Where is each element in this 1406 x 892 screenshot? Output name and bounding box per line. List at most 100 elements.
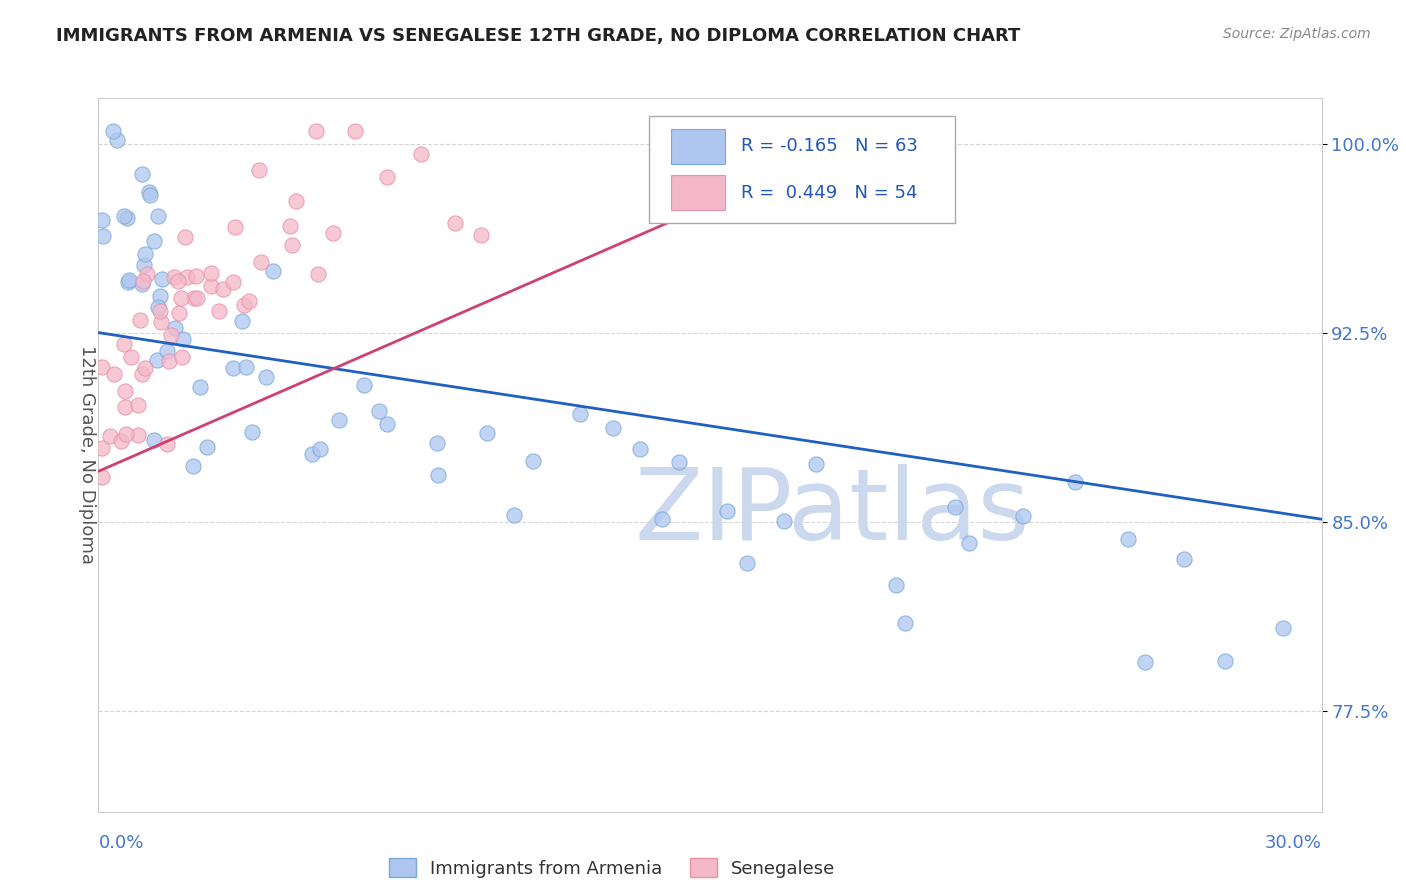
Point xyxy=(91,442,114,456)
Point xyxy=(91,360,114,375)
Point xyxy=(91,229,114,244)
Point xyxy=(157,354,180,368)
Point xyxy=(247,162,270,177)
Point xyxy=(120,351,142,365)
Point xyxy=(222,276,245,290)
Point xyxy=(115,211,138,225)
Point xyxy=(112,209,135,223)
Point xyxy=(375,169,398,184)
Point xyxy=(135,267,157,281)
Point xyxy=(131,367,153,381)
Point xyxy=(150,271,173,285)
Point xyxy=(235,359,257,374)
Point xyxy=(163,270,186,285)
Point xyxy=(427,468,450,483)
Text: R = -0.165   N = 63: R = -0.165 N = 63 xyxy=(741,137,918,155)
Point xyxy=(149,304,172,318)
Point xyxy=(200,279,222,293)
Point xyxy=(143,234,166,248)
Point xyxy=(186,269,208,284)
Point xyxy=(309,442,332,456)
Point xyxy=(132,274,155,288)
Point xyxy=(91,213,114,227)
Point xyxy=(131,167,153,181)
Point xyxy=(1063,475,1085,489)
Point xyxy=(278,219,301,234)
Point xyxy=(146,300,169,314)
Text: Source: ZipAtlas.com: Source: ZipAtlas.com xyxy=(1223,27,1371,41)
Point xyxy=(1012,509,1035,524)
Point xyxy=(804,457,827,471)
Point xyxy=(238,293,260,308)
Point xyxy=(1173,551,1195,566)
Point xyxy=(186,291,208,305)
Point xyxy=(1215,654,1237,668)
Point xyxy=(328,413,350,427)
Point xyxy=(163,321,186,335)
Point xyxy=(170,292,193,306)
Point xyxy=(167,274,190,288)
Point xyxy=(773,514,796,528)
Legend: Immigrants from Armenia, Senegalese: Immigrants from Armenia, Senegalese xyxy=(381,850,842,885)
Point xyxy=(250,254,273,268)
Point xyxy=(200,266,222,280)
Point xyxy=(134,258,156,272)
Point xyxy=(118,273,141,287)
Point xyxy=(145,353,167,368)
Point xyxy=(231,314,253,328)
FancyBboxPatch shape xyxy=(671,128,724,164)
FancyBboxPatch shape xyxy=(671,175,724,211)
Point xyxy=(344,124,367,138)
Point xyxy=(426,435,449,450)
Point xyxy=(170,351,193,365)
Point xyxy=(502,508,524,522)
Point xyxy=(232,297,254,311)
Y-axis label: 12th Grade, No Diploma: 12th Grade, No Diploma xyxy=(77,345,96,565)
Point xyxy=(127,398,149,412)
Point xyxy=(110,434,132,448)
Point xyxy=(91,470,114,484)
Point xyxy=(1133,656,1156,670)
Point xyxy=(138,185,160,199)
Point xyxy=(280,237,302,252)
Point xyxy=(212,282,235,296)
Point xyxy=(134,247,156,261)
Point xyxy=(301,447,323,461)
Point xyxy=(602,420,624,434)
Point xyxy=(176,270,198,285)
Point xyxy=(568,407,591,421)
Point xyxy=(1116,532,1139,546)
Point xyxy=(98,428,121,442)
Point xyxy=(222,360,245,375)
Point xyxy=(470,227,492,242)
Point xyxy=(957,535,980,549)
Point xyxy=(262,264,284,278)
Point xyxy=(112,337,135,351)
Point xyxy=(127,428,149,442)
Point xyxy=(103,368,125,382)
Point xyxy=(160,328,183,343)
Point xyxy=(183,291,205,305)
Point xyxy=(142,433,165,447)
Point xyxy=(114,384,136,398)
Point xyxy=(149,315,172,329)
Point xyxy=(522,454,544,468)
Point xyxy=(139,187,162,202)
Point xyxy=(101,124,124,138)
Point xyxy=(307,267,329,281)
Point xyxy=(167,306,190,320)
Point xyxy=(894,615,917,630)
Point xyxy=(651,512,673,526)
Point xyxy=(943,500,966,514)
FancyBboxPatch shape xyxy=(648,116,955,223)
Point xyxy=(884,578,907,592)
Point xyxy=(444,216,467,230)
Point xyxy=(188,379,211,393)
Point xyxy=(305,124,328,138)
Point xyxy=(105,133,128,147)
Point xyxy=(208,303,231,318)
Point xyxy=(156,437,179,451)
Point xyxy=(353,377,375,392)
Text: ZIPatlas: ZIPatlas xyxy=(634,464,1031,560)
Text: R =  0.449   N = 54: R = 0.449 N = 54 xyxy=(741,184,917,202)
